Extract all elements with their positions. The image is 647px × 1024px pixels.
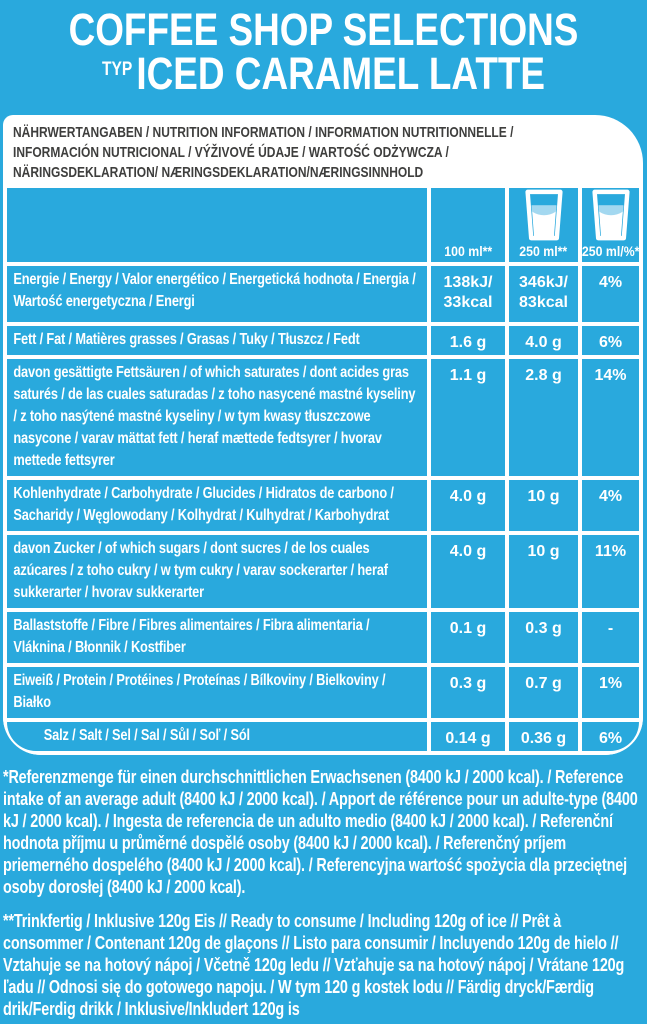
header-cell-empty [7, 188, 427, 262]
value-saturates-250ml: 2.8 g [509, 359, 578, 476]
value-fibre-250ml: 0.3 g [509, 612, 578, 663]
nutrition-heading-line: INFORMACIÓN NUTRICIONAL / VÝŽIVOVÉ ÚDAJE… [13, 144, 449, 161]
value-fibre-percent: - [582, 612, 639, 663]
value-energy-250ml: 346kJ/ 83kcal [509, 266, 578, 322]
label-header: COFFEE SHOP SELECTIONS TYPICED CARAMEL L… [0, 0, 647, 115]
value-fat-percent: 6% [582, 326, 639, 355]
row-label-text: Eiweiß / Protein / Protéines / Proteínas… [13, 672, 386, 711]
footnotes: *Referenzmenge für einen durchschnittlic… [0, 755, 647, 1020]
value-salt-250ml: 0.36 g [509, 722, 578, 751]
value-carbohydrate-250ml: 10 g [509, 480, 578, 531]
column-header-250ml: 250 ml** [519, 243, 568, 259]
value-energy-percent: 4% [582, 266, 639, 322]
product-title: TYPICED CARAMEL LATTE [58, 51, 589, 105]
value-protein-250ml: 0.7 g [509, 667, 578, 718]
row-label-energy: Energie / Energy / Valor energético / En… [7, 266, 427, 322]
column-header-100ml: 100 ml** [444, 243, 492, 259]
row-label-text: davon Zucker / of which sugars / dont su… [13, 540, 388, 601]
header-cell-250ml-percent: 250 ml/%* [582, 188, 639, 262]
value-carbohydrate-100ml: 4.0 g [431, 480, 505, 531]
product-name: ICED CARAMEL LATTE [136, 48, 546, 99]
nutrition-panel: NÄHRWERTANGABEN / NUTRITION INFORMATION … [3, 115, 643, 755]
row-label-text: Fett / Fat / Matières grasses / Grasas /… [13, 331, 360, 348]
glass-icon [524, 189, 563, 241]
brand-title: COFFEE SHOP SELECTIONS [68, 4, 579, 55]
row-label-text: davon gesättigte Fettsäuren / of which s… [13, 364, 416, 469]
value-protein-percent: 1% [582, 667, 639, 718]
row-label-text: Ballaststoffe / Fibre / Fibres alimentai… [13, 617, 370, 656]
value-saturates-percent: 14% [582, 359, 639, 476]
header-cell-100ml: 100 ml** [431, 188, 505, 262]
row-label-fat: Fett / Fat / Matières grasses / Grasas /… [7, 326, 427, 355]
nutrition-heading-line: NÄHRWERTANGABEN / NUTRITION INFORMATION … [13, 124, 514, 141]
footnote-ready-to-consume: **Trinkfertig / Inklusive 120g Eis // Re… [3, 911, 625, 1019]
nutrition-table: 100 ml** 250 ml** 250 ml/%* Energie / En… [3, 188, 643, 755]
product-type-prefix: TYP [101, 59, 133, 80]
row-label-saturates: davon gesättigte Fettsäuren / of which s… [7, 359, 427, 476]
glass-icon [591, 189, 630, 241]
column-header-250ml-percent: 250 ml/%* [581, 243, 640, 259]
row-label-text: Kohlenhydrate / Carbohydrate / Glucides … [13, 485, 394, 524]
value-salt-100ml: 0.14 g [431, 722, 505, 751]
row-label-fibre: Ballaststoffe / Fibre / Fibres alimentai… [7, 612, 427, 663]
value-sugars-100ml: 4.0 g [431, 535, 505, 608]
row-label-text: Energie / Energy / Valor energético / En… [13, 271, 416, 310]
row-label-protein: Eiweiß / Protein / Protéines / Proteínas… [7, 667, 427, 718]
value-sugars-percent: 11% [582, 535, 639, 608]
value-protein-100ml: 0.3 g [431, 667, 505, 718]
value-fat-250ml: 4.0 g [509, 326, 578, 355]
value-carbohydrate-percent: 4% [582, 480, 639, 531]
nutrition-heading-line: NÄRINGSDEKLARATION/ NÆRINGSDEKLARATION/N… [13, 164, 424, 181]
value-salt-percent: 6% [582, 722, 639, 751]
value-saturates-100ml: 1.1 g [431, 359, 505, 476]
header-cell-250ml: 250 ml** [509, 188, 578, 262]
row-label-carbohydrate: Kohlenhydrate / Carbohydrate / Glucides … [7, 480, 427, 531]
footnote-reference-intake: *Referenzmenge für einen durchschnittlic… [3, 767, 638, 897]
row-label-sugars: davon Zucker / of which sugars / dont su… [7, 535, 427, 608]
nutrition-heading: NÄHRWERTANGABEN / NUTRITION INFORMATION … [3, 115, 643, 188]
value-fat-100ml: 1.6 g [431, 326, 505, 355]
value-fibre-100ml: 0.1 g [431, 612, 505, 663]
row-label-salt: Salz / Salt / Sel / Sal / Sůl / Soľ / Só… [7, 722, 427, 751]
row-label-text: Salz / Salt / Sel / Sal / Sůl / Soľ / Só… [43, 727, 250, 744]
value-sugars-250ml: 10 g [509, 535, 578, 608]
value-energy-100ml: 138kJ/ 33kcal [431, 266, 505, 322]
